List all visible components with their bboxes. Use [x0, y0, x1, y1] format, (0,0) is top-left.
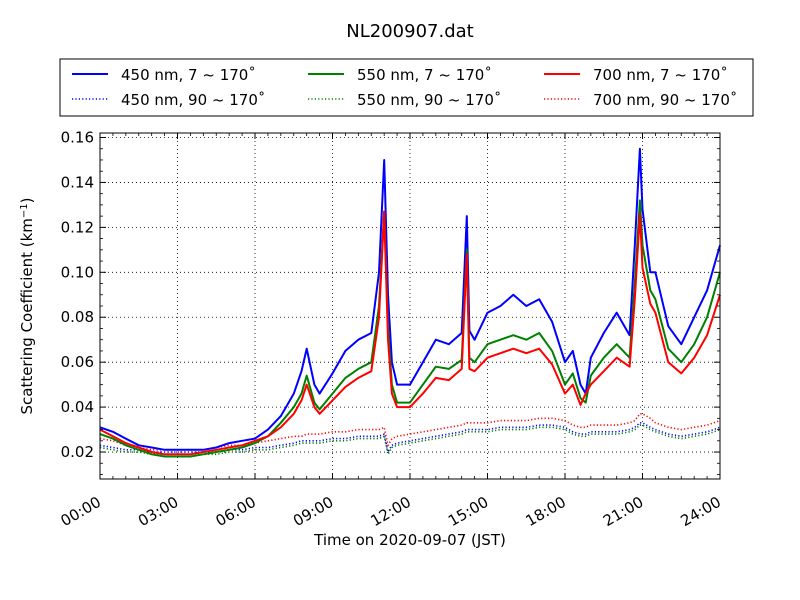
- x-tick-label: 15:00: [445, 493, 491, 530]
- grid: [100, 133, 720, 479]
- y-tick-label: 0.06: [61, 353, 94, 371]
- legend-label: 700 nm, 7 ~ 170˚: [593, 66, 728, 84]
- x-tick-label: 21:00: [600, 493, 646, 530]
- y-axis-label: Scattering Coefficient (km−1): [18, 197, 36, 414]
- y-tick-label: 0.14: [61, 173, 94, 191]
- legend: 450 nm, 7 ~ 170˚ 550 nm, 7 ~ 170˚ 700 nm, …: [59, 58, 754, 117]
- ticks: [99, 133, 721, 479]
- y-axis-label-close: ): [18, 197, 36, 203]
- series-line-3: [99, 210, 721, 456]
- y-axis-label-main: Scattering Coefficient (km: [18, 218, 36, 414]
- x-tick-label: 06:00: [213, 493, 259, 530]
- x-tick-label: 09:00: [290, 493, 336, 530]
- legend-label: 450 nm, 7 ~ 170˚: [121, 66, 256, 84]
- y-tick-label: 0.04: [61, 398, 94, 416]
- x-tick-label: 18:00: [523, 493, 569, 530]
- chart-title: NL200907.dat: [346, 21, 473, 42]
- series-line-5: [99, 424, 721, 456]
- series-line-2: [99, 199, 721, 458]
- x-tick-label: 24:00: [678, 493, 724, 530]
- y-tick-label: 0.16: [61, 128, 94, 146]
- legend-label: 550 nm, 90 ~ 170˚: [357, 91, 501, 109]
- legend-frame: [59, 58, 754, 117]
- y-tick-label: 0.08: [61, 308, 94, 326]
- y-tick-label: 0.12: [61, 218, 94, 236]
- y-axis-label-superscript: −1: [19, 203, 30, 218]
- x-tick-label: 00:00: [58, 493, 104, 530]
- x-axis-label: Time on 2020-09-07 (JST): [313, 531, 506, 549]
- legend-label: 450 nm, 90 ~ 170˚: [121, 91, 265, 109]
- series-line-6: [99, 412, 721, 451]
- legend-label: 550 nm, 7 ~ 170˚: [357, 66, 492, 84]
- x-tick-label: 12:00: [368, 493, 414, 530]
- x-tick-label: 03:00: [135, 493, 181, 530]
- y-tick-label: 0.02: [61, 443, 94, 461]
- series-layer: [99, 147, 721, 458]
- series-line-1: [99, 147, 721, 451]
- legend-label: 700 nm, 90 ~ 170˚: [593, 91, 737, 109]
- y-tick-label: 0.10: [61, 263, 94, 281]
